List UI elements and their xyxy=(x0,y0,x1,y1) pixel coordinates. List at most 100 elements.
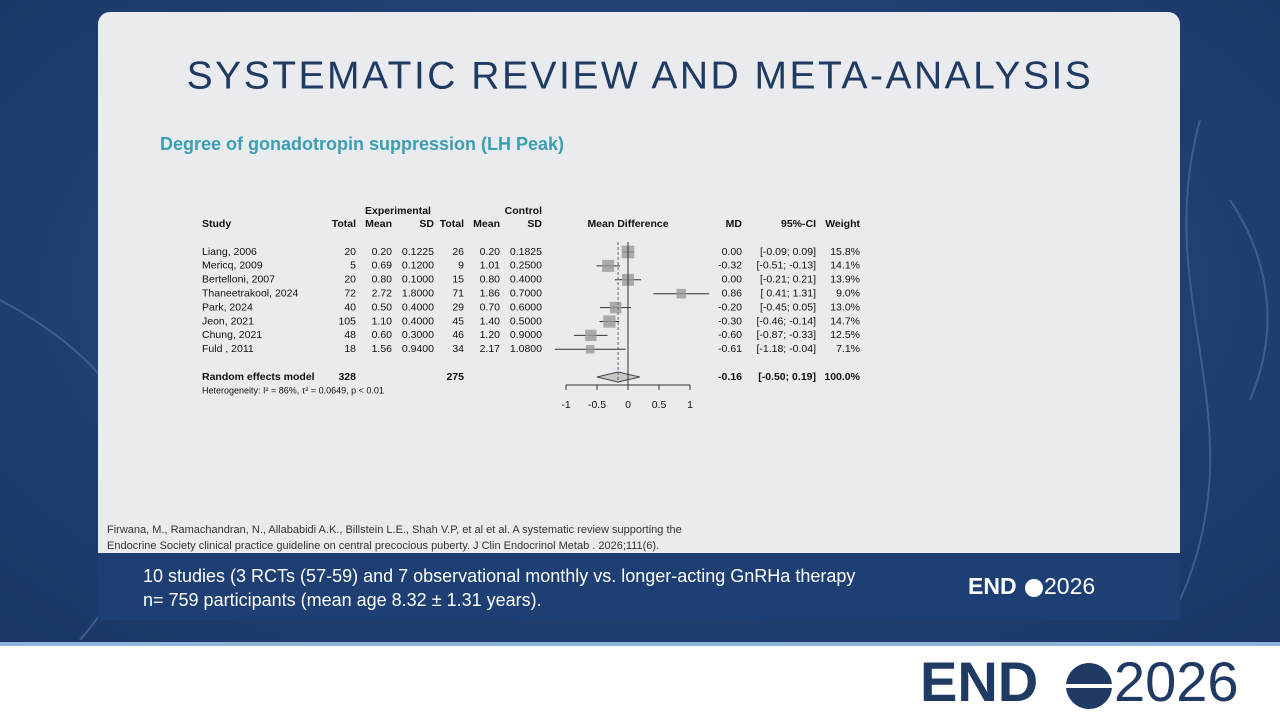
study-box xyxy=(602,259,615,272)
logo-small: END 2026 xyxy=(968,573,1095,599)
table-cell: 1.40 xyxy=(480,315,501,327)
summary-band xyxy=(98,553,1180,620)
weight-label: 15.8% xyxy=(830,246,860,258)
citation: Firwana, M., Ramachandran, N., Allababid… xyxy=(107,524,682,536)
table-cell: 72 xyxy=(344,287,356,299)
table-cell: 0.7000 xyxy=(510,287,542,299)
table-cell: 328 xyxy=(338,371,356,383)
ci-label: [-0.87; -0.33] xyxy=(756,329,816,341)
column-header: Weight xyxy=(825,218,860,230)
table-cell: 1.20 xyxy=(480,329,501,341)
column-header: Study xyxy=(202,218,231,230)
weight-label: 14.1% xyxy=(830,260,860,272)
logo-mark-line xyxy=(1066,684,1112,688)
table-cell: 275 xyxy=(446,371,464,383)
column-header: SD xyxy=(527,218,542,230)
column-header: SD xyxy=(419,218,434,230)
md-label: -0.32 xyxy=(718,260,742,272)
table-cell: 2.17 xyxy=(480,343,501,355)
table-cell: 40 xyxy=(344,301,356,313)
table-cell: 1.10 xyxy=(372,315,393,327)
table-cell: 0.1825 xyxy=(510,246,542,258)
table-cell: 15 xyxy=(452,274,464,286)
table-cell: Liang, 2006 xyxy=(202,246,257,258)
table-cell: Thaneetrakool, 2024 xyxy=(202,287,298,299)
table-cell: 26 xyxy=(452,246,464,258)
ci-label: [-0.46; -0.14] xyxy=(756,315,816,327)
table-cell: 0.9400 xyxy=(402,343,434,355)
subtitle: Degree of gonadotropin suppression (LH P… xyxy=(160,134,564,154)
table-cell: 0.80 xyxy=(480,274,501,286)
table-cell: 0.2500 xyxy=(510,260,542,272)
table-cell: 0.3000 xyxy=(402,329,434,341)
md-label: -0.20 xyxy=(718,301,742,313)
md-label: 0.00 xyxy=(722,246,743,258)
weight-label: 100.0% xyxy=(824,371,860,383)
study-box xyxy=(609,301,622,314)
column-header: Mean xyxy=(473,218,500,230)
logo-mark xyxy=(1025,579,1043,597)
table-cell: 0.69 xyxy=(372,260,393,272)
table-cell: 0.80 xyxy=(372,274,393,286)
table-cell: 0.9000 xyxy=(510,329,542,341)
column-header: MD xyxy=(726,218,743,230)
group-header: Experimental xyxy=(365,205,431,217)
weight-label: 14.7% xyxy=(830,315,860,327)
ci-label: [-0.50; 0.19] xyxy=(758,371,816,383)
table-cell: 0.5000 xyxy=(510,315,542,327)
table-cell: 0.70 xyxy=(480,301,501,313)
weight-label: 9.0% xyxy=(836,287,860,299)
table-cell: 0.50 xyxy=(372,301,393,313)
md-label: -0.30 xyxy=(718,315,742,327)
md-label: 0.86 xyxy=(722,287,743,299)
x-tick-label: 0 xyxy=(625,399,631,411)
group-header: Control xyxy=(505,205,542,217)
x-tick-label: 1 xyxy=(687,399,693,411)
ci-label: [-0.09; 0.09] xyxy=(760,246,816,258)
table-cell: 1.01 xyxy=(480,260,501,272)
table-cell: 48 xyxy=(344,329,356,341)
x-tick-label: -0.5 xyxy=(588,399,606,411)
md-label: -0.16 xyxy=(718,371,742,383)
table-cell: 9 xyxy=(458,260,464,272)
logo-text: 2026 xyxy=(1114,650,1239,713)
table-cell: 0.4000 xyxy=(510,274,542,286)
x-tick-label: -1 xyxy=(561,399,570,411)
table-cell: Fuld , 2011 xyxy=(202,343,254,355)
column-header: Total xyxy=(440,218,464,230)
summary-text: n= 759 participants (mean age 8.32 ± 1.3… xyxy=(143,590,542,610)
heterogeneity: Heterogeneity: I² = 86%, τ² = 0.0649, p … xyxy=(202,385,384,395)
summary-text: 10 studies (3 RCTs (57-59) and 7 observa… xyxy=(143,566,855,586)
table-cell: Jeon, 2021 xyxy=(202,315,254,327)
table-cell: 34 xyxy=(452,343,464,355)
citation: Endocrine Society clinical practice guid… xyxy=(107,540,659,552)
table-cell: 0.4000 xyxy=(402,301,434,313)
ci-label: [-0.21; 0.21] xyxy=(760,274,816,286)
column-header: Mean xyxy=(365,218,392,230)
column-header: Total xyxy=(332,218,356,230)
ci-label: [-0.45; 0.05] xyxy=(760,301,816,313)
ci-label: [-1.18; -0.04] xyxy=(756,343,816,355)
weight-label: 13.9% xyxy=(830,274,860,286)
table-cell: 0.1000 xyxy=(402,274,434,286)
table-cell: Mericq, 2009 xyxy=(202,260,263,272)
table-cell: Bertelloni, 2007 xyxy=(202,274,275,286)
logo-large: END 2026 xyxy=(920,650,1239,713)
table-cell: Park, 2024 xyxy=(202,301,253,313)
study-box xyxy=(676,288,687,299)
table-cell: 1.56 xyxy=(372,343,393,355)
table-cell: 0.60 xyxy=(372,329,393,341)
table-cell: 0.1225 xyxy=(402,246,434,258)
weight-label: 12.5% xyxy=(830,329,860,341)
study-box xyxy=(585,329,597,342)
column-header: Mean Difference xyxy=(587,218,668,230)
table-cell: 1.0800 xyxy=(510,343,542,355)
slide-panel xyxy=(98,12,1180,572)
table-cell: 105 xyxy=(338,315,356,327)
logo-text: END xyxy=(968,573,1017,599)
table-cell: 0.4000 xyxy=(402,315,434,327)
table-cell: 2.72 xyxy=(372,287,393,299)
table-cell: 0.20 xyxy=(372,246,393,258)
